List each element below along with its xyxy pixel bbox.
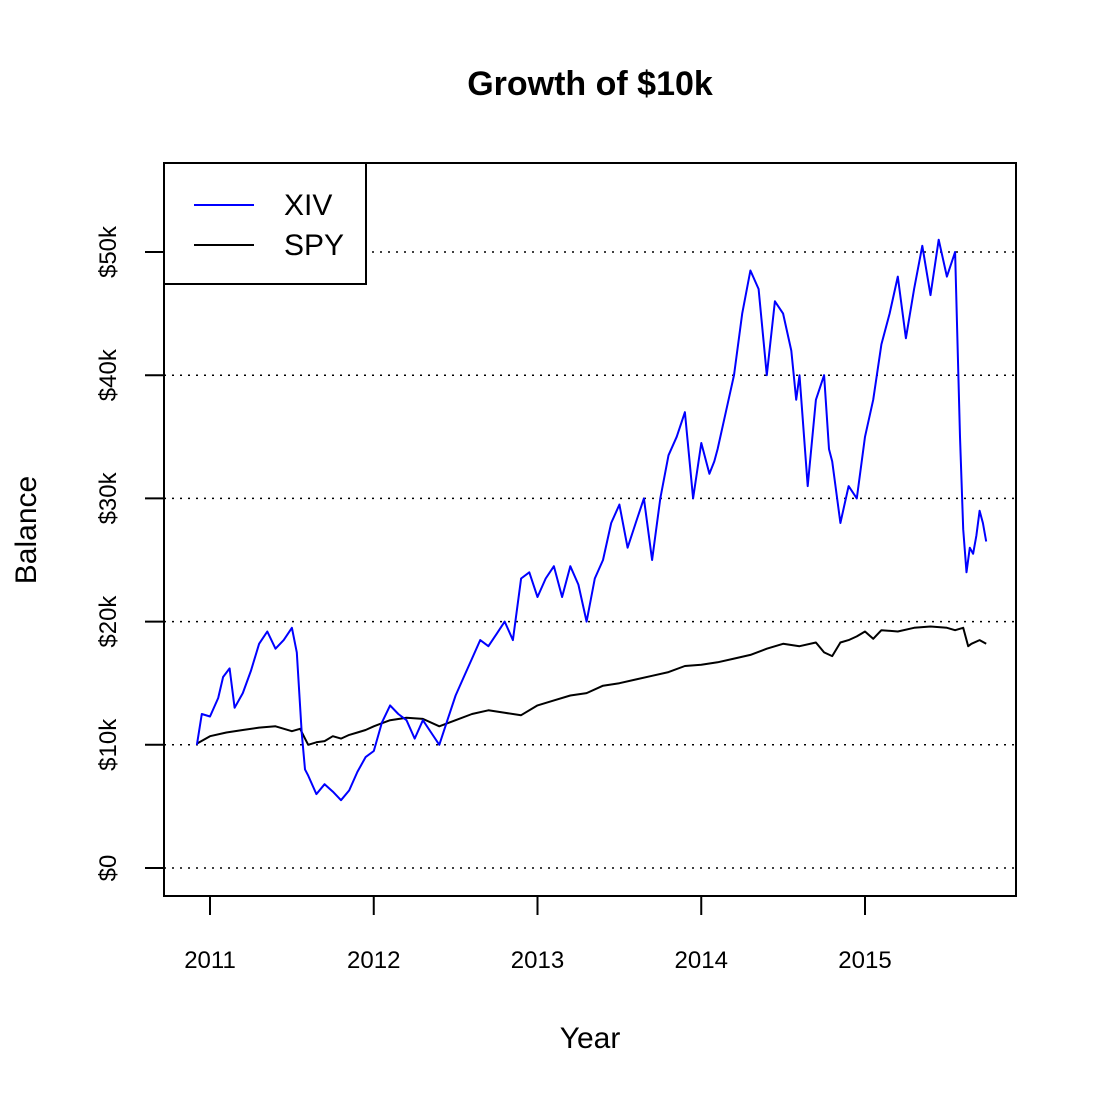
x-tick-label-4: 2015: [838, 947, 891, 974]
series-line-xiv: [195, 238, 988, 802]
y-tick-label-2: $20k: [95, 595, 122, 648]
y-tick-label-3: $30k: [95, 471, 122, 524]
x-tick-label-1: 2012: [347, 947, 400, 974]
legend: XIV SPY: [163, 162, 367, 285]
y-tick-label-0: $0: [95, 855, 122, 882]
legend-label-spy: SPY: [284, 229, 344, 262]
chart-title: Growth of $10k: [467, 65, 713, 103]
y-axis-label: Balance: [10, 476, 43, 584]
grid-lines: [164, 251, 1016, 869]
y-tick-label-1: $10k: [95, 718, 122, 771]
y-tick-label-5: $50k: [95, 225, 122, 278]
series-line-spy: [196, 625, 987, 746]
y-tick-label-4: $40k: [95, 348, 122, 401]
legend-box: [163, 162, 367, 285]
series-layer: [195, 238, 988, 802]
x-tick-label-2: 2013: [511, 947, 564, 974]
x-tick-label-3: 2014: [675, 947, 728, 974]
y-axis: $0 $10k $20k $30k $40k $50k: [95, 225, 165, 882]
x-axis-label: Year: [560, 1022, 621, 1055]
x-tick-label-0: 2011: [184, 947, 236, 974]
x-axis: 2011 2012 2013 2014 2015: [184, 895, 892, 974]
legend-label-xiv: XIV: [284, 189, 332, 222]
